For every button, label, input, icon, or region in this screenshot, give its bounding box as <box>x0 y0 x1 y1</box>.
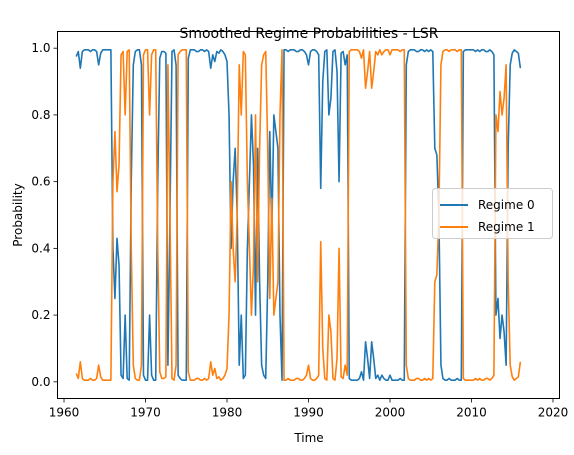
y-axis: 0.0 0.2 0.4 0.6 0.8 1.0 <box>31 41 58 389</box>
x-axis: 1960 1970 1980 1990 2000 2010 2020 <box>49 398 569 420</box>
x-tick-label: 1990 <box>293 406 324 420</box>
x-tick-label: 1980 <box>212 406 243 420</box>
x-tick-label: 2020 <box>538 406 569 420</box>
series-layer <box>75 49 522 381</box>
y-tick-label: 1.0 <box>31 41 50 55</box>
x-tick-label: 2000 <box>375 406 406 420</box>
y-tick-label: 0.8 <box>31 108 50 122</box>
chart-title: Smoothed Regime Probabilities - LSR <box>179 26 438 42</box>
legend: Regime 0 Regime 1 <box>432 188 553 239</box>
legend-label-regime-0: Regime 0 <box>478 198 535 212</box>
y-tick-label: 0.2 <box>31 308 50 322</box>
y-tick-label: 0.6 <box>31 175 50 189</box>
y-tick-label: 0.0 <box>31 375 50 389</box>
series-line-regime-0 <box>75 49 522 381</box>
y-axis-label: Probability <box>11 183 25 246</box>
y-tick-label: 0.4 <box>31 241 50 255</box>
x-tick-label: 2010 <box>456 406 487 420</box>
legend-label-regime-1: Regime 1 <box>478 220 535 234</box>
x-tick-label: 1970 <box>130 406 161 420</box>
series-line-regime-1 <box>75 49 522 381</box>
x-axis-label: Time <box>293 431 323 445</box>
x-tick-label: 1960 <box>49 406 80 420</box>
